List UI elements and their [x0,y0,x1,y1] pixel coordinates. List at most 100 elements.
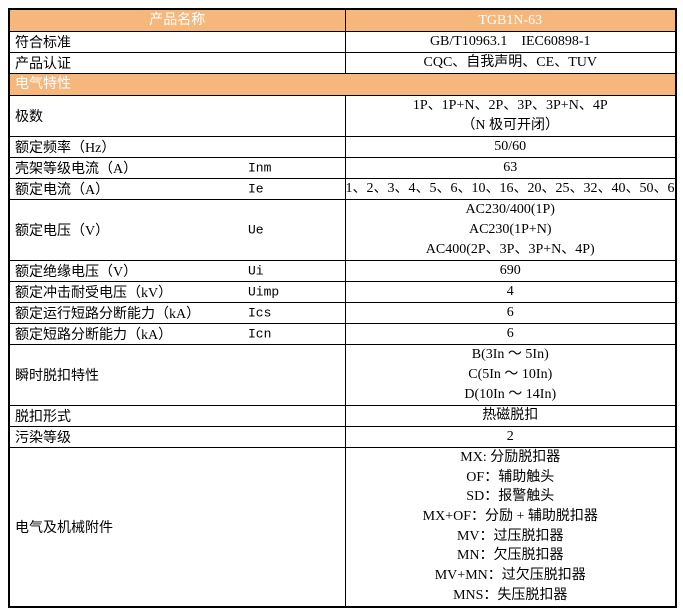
row-value-line: GB/T10963.1 IEC60898-1 [429,34,591,49]
row-value-line: MV：过压脱扣器 [456,528,564,544]
row-label: 瞬时脱扣特性 [15,369,99,384]
table-row: 脱扣形式 热磁脱扣 [8,405,677,427]
table-row: 污染等级 2 [8,426,677,448]
table-row: 极数 1P、1P+N、2P、3P、3P+N、4P （N 极可开闭） [8,95,677,137]
row-value-line: SD：报警触头 [466,489,555,505]
row-value-cell: 63 [344,157,677,179]
header-row: 产品名称 TGB1N-63 [8,8,677,32]
row-value-line: 2 [506,429,514,444]
row-value-cell: B(3In ～ 5In) C(5In ～ 10In) D(10In ～ 14In) [344,344,677,406]
row-label: 符合标准 [15,36,71,51]
table-row: 符合标准 GB/T10963.1 IEC60898-1 [8,31,677,53]
symbol-label: Inm [248,160,272,176]
row-value-cell: 热磁脱扣 [344,405,677,427]
symbol-label: Ics [248,305,272,321]
row-value-cell: 1、2、3、4、5、6、10、16、20、25、32、40、50、63 [344,178,677,200]
row-value-line: AC400(2P、3P、3P+N、4P) [425,242,595,257]
row-label: 额定频率（Hz） [15,141,116,156]
row-value-line: 6 [506,326,514,341]
row-label: 产品认证 [15,57,71,72]
row-value-cell: AC230/400(1P) AC230(1P+N) AC400(2P、3P、3P+N… [344,199,677,261]
symbol-label: Icn [248,326,272,342]
row-value-cell: 2 [344,426,677,448]
spec-table-body: 产品名称 TGB1N-63 符合标准 GB/T10963.1 IEC60898-1… [8,8,677,607]
section-row: 电气特性 [8,73,677,96]
product-model-header: TGB1N-63 [344,8,677,32]
row-label: 额定运行短路分断能力（kA） [15,307,201,322]
table-row: 额定绝缘电压（V） Ui 690 [8,260,677,282]
row-value-cell: 6 [344,323,677,345]
row-value-cell: 4 [344,281,677,303]
row-label-cell: 额定频率（Hz） [8,136,346,158]
row-label-cell: 额定运行短路分断能力（kA） Ics [8,302,346,324]
row-value-line: 50/60 [494,139,527,154]
symbol-label: Ue [248,222,264,238]
row-label-cell: 壳架等级电流（A） Inm [8,157,346,179]
row-label: 额定电流（A） [15,183,110,198]
row-value-line: CQC、自我声明、CE、TUV [423,55,597,70]
row-label: 额定冲击耐受电压（kV） [15,286,173,301]
row-label-cell: 额定电流（A） Ie [8,178,346,200]
row-label: 额定电压（V） [15,224,110,239]
symbol-label: Ie [248,181,264,197]
row-label: 脱扣形式 [15,410,71,425]
table-row: 额定短路分断能力（kA） Icn 6 [8,323,677,345]
table-row: 额定电流（A） Ie 1、2、3、4、5、6、10、16、20、25、32、40、5… [8,178,677,200]
row-value-line: B(3In ～ 5In) [471,347,549,362]
product-spec-sheet: 产品名称 TGB1N-63 符合标准 GB/T10963.1 IEC60898-1… [8,8,677,608]
row-label-cell: 产品认证 [8,52,346,74]
row-value-cell: 1P、1P+N、2P、3P、3P+N、4P （N 极可开闭） [344,95,677,137]
row-value-cell: 6 [344,302,677,324]
row-value-line: （N 极可开闭） [461,118,560,133]
row-label: 额定短路分断能力（kA） [15,328,173,343]
table-row: 额定冲击耐受电压（kV） Uimp 4 [8,281,677,303]
row-label: 额定绝缘电压（V） [15,265,138,280]
table-row: 额定运行短路分断能力（kA） Ics 6 [8,302,677,324]
table-row: 壳架等级电流（A） Inm 63 [8,157,677,179]
row-value-line: MX+OF：分励 + 辅助脱扣器 [422,509,598,525]
row-label-cell: 额定短路分断能力（kA） Icn [8,323,346,345]
row-value-line: 1、2、3、4、5、6、10、16、20、25、32、40、50、63 [345,181,676,196]
row-value-line: AC230/400(1P) [465,202,555,217]
row-value-line: 6 [506,305,514,320]
table-row: 额定频率（Hz） 50/60 [8,136,677,158]
row-label-cell: 额定冲击耐受电压（kV） Uimp [8,281,346,303]
row-label-cell: 额定电压（V） Ue [8,199,346,261]
row-value-line: 4 [506,284,514,299]
row-label: 极数 [15,110,43,125]
row-value-line: MX: 分励脱扣器 [460,450,561,465]
row-value-cell: CQC、自我声明、CE、TUV [344,52,677,74]
row-label-cell: 额定绝缘电压（V） Ui [8,260,346,282]
row-value-cell: 50/60 [344,136,677,158]
row-label-cell: 极数 [8,95,346,137]
row-label-cell: 电气及机械附件 [8,447,346,607]
row-value-line: MV+MN：过欠压脱扣器 [434,568,586,584]
row-value-line: MN：欠压脱扣器 [456,548,564,564]
row-value-cell: 690 [344,260,677,282]
symbol-label: Ui [248,263,264,279]
row-value-line: 690 [499,263,521,278]
row-value-cell: MX: 分励脱扣器 OF：辅助触头 SD：报警触头 MX+OF：分励 + 辅助脱扣器 M… [344,447,677,607]
row-label-cell: 瞬时脱扣特性 [8,344,346,406]
row-value-line: C(5In ～ 10In) [468,367,553,382]
row-value-cell: GB/T10963.1 IEC60898-1 [344,31,677,53]
row-value-line: 热磁脱扣 [482,408,539,423]
row-label: 电气及机械附件 [15,520,113,536]
row-value-line: AC230(1P+N) [468,222,552,237]
row-label: 污染等级 [15,431,71,446]
row-label-cell: 污染等级 [8,426,346,448]
row-value-line: 63 [503,160,518,175]
row-label-cell: 脱扣形式 [8,405,346,427]
spec-table: 产品名称 TGB1N-63 符合标准 GB/T10963.1 IEC60898-1… [8,8,677,608]
row-value-line: MNS：失压脱扣器 [453,587,568,603]
symbol-label: Uimp [248,284,280,300]
table-row: 产品认证 CQC、自我声明、CE、TUV [8,52,677,74]
section-header: 电气特性 [8,73,677,96]
row-label-cell: 符合标准 [8,31,346,53]
table-row: 额定电压（V） Ue AC230/400(1P) AC230(1P+N) AC400(2… [8,199,677,261]
table-row: 瞬时脱扣特性 B(3In ～ 5In) C(5In ～ 10In) D(10In ～ … [8,344,677,406]
row-value-line: OF：辅助触头 [466,469,555,485]
row-value-line: D(10In ～ 14In) [464,387,557,402]
product-name-header: 产品名称 [8,8,346,32]
row-value-line: 1P、1P+N、2P、3P、3P+N、4P [412,98,608,113]
